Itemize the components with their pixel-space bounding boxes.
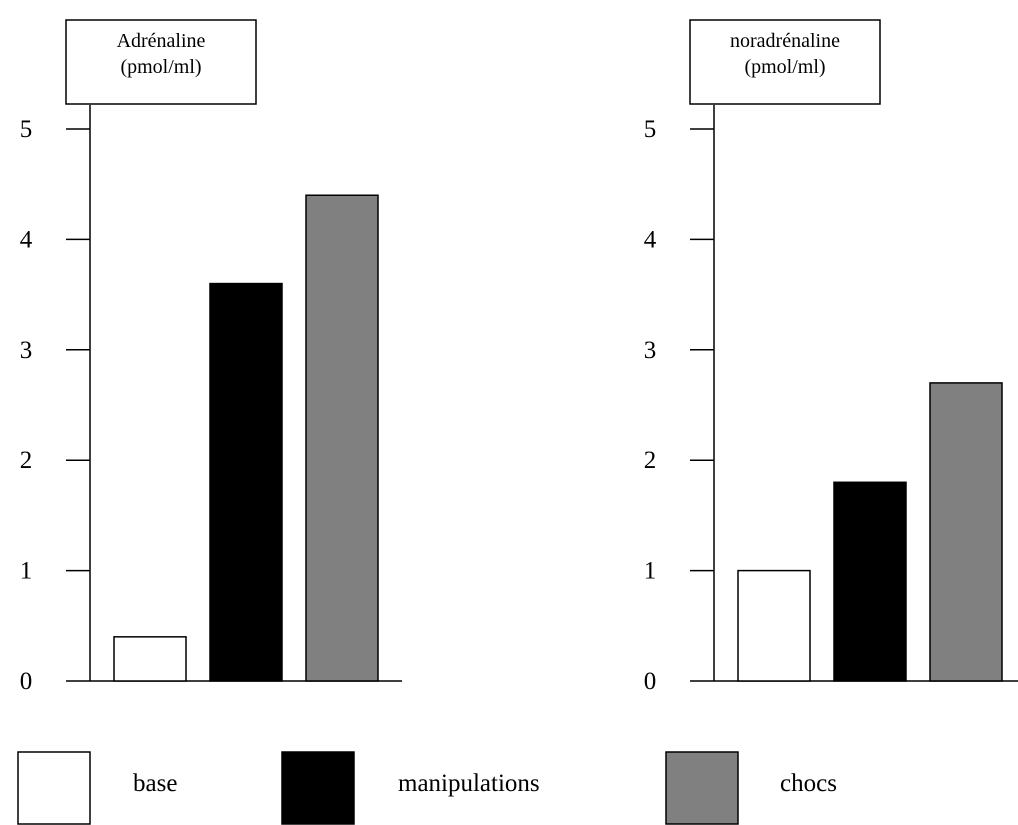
bar-chocs — [305, 194, 379, 682]
chart-panel-2: noradrénaline (pmol/ml) 0 1 2 3 4 5 — [644, 19, 1018, 695]
legend-label-base: base — [133, 770, 177, 797]
legend: base manipulations chocs — [17, 751, 837, 825]
bar-base — [113, 636, 187, 682]
chart-title-line-2: (pmol/ml) — [120, 56, 201, 78]
y-tick-label: 4 — [644, 226, 657, 253]
bar-chocs — [929, 382, 1003, 682]
y-tick-label: 5 — [20, 116, 33, 143]
y-tick-label: 3 — [20, 337, 33, 364]
chart-title-line-1: Adrénaline — [117, 30, 206, 52]
chart-panel-1: Adrénaline (pmol/ml) 0 1 2 3 4 5 — [20, 19, 402, 695]
y-tick-label: 4 — [20, 226, 33, 253]
y-tick-label: 2 — [20, 447, 33, 474]
bar-base — [737, 569, 811, 682]
bar-manipulations — [833, 481, 907, 682]
y-tick-label: 5 — [644, 116, 657, 143]
chart-title-line-2: (pmol/ml) — [744, 56, 825, 78]
legend-label-manipulations: manipulations — [398, 770, 540, 797]
chart-title-box — [65, 19, 257, 105]
bar-manipulations — [209, 282, 283, 682]
chart-title-line-1: noradrénaline — [730, 30, 840, 52]
y-tick-label: 1 — [644, 558, 657, 585]
y-tick-label: 3 — [644, 337, 657, 364]
legend-swatch-manipulations — [281, 751, 355, 825]
y-tick-label: 2 — [644, 447, 657, 474]
y-tick-label: 0 — [644, 668, 657, 695]
legend-swatch-base — [17, 751, 91, 825]
y-tick-label: 1 — [20, 558, 33, 585]
y-tick-label: 0 — [20, 668, 33, 695]
legend-label-chocs: chocs — [780, 770, 837, 797]
legend-swatch-chocs — [665, 751, 739, 825]
chart-title-box — [689, 19, 881, 105]
